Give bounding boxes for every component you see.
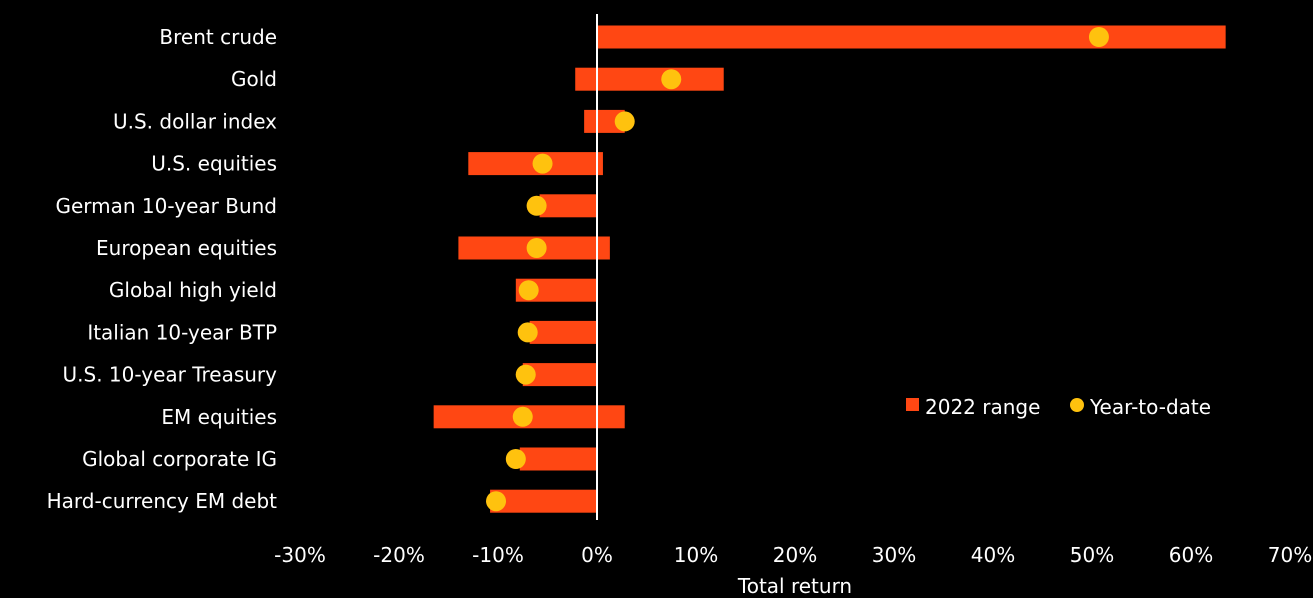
x-tick-label-7: 40% (971, 543, 1015, 567)
category-label-11: Hard-currency EM debt (47, 489, 278, 513)
category-label-5: European equities (96, 236, 277, 260)
ytd-point-9 (512, 406, 533, 427)
ytd-point-2 (614, 111, 635, 132)
range-bar-8 (522, 363, 597, 387)
legend-label-point: Year-to-date (1089, 395, 1211, 419)
category-label-9: EM equities (161, 405, 277, 429)
range-bar-11 (490, 489, 597, 513)
x-tick-label-3: 0% (581, 543, 613, 567)
category-label-1: Gold (231, 67, 277, 91)
x-tick-label-2: -10% (472, 543, 524, 567)
category-labels: Brent crude Gold U.S. dollar index U.S. equ… (47, 25, 278, 513)
x-axis-title: Total return (737, 574, 852, 598)
x-tick-label-4: 10% (674, 543, 718, 567)
range-bar-0 (597, 25, 1226, 49)
ytd-point-6 (518, 280, 539, 301)
range-bar-2 (584, 109, 625, 133)
category-label-8: U.S. 10-year Treasury (63, 363, 278, 387)
x-tick-label-8: 50% (1070, 543, 1114, 567)
ytd-point-3 (532, 153, 553, 174)
ytd-point-1 (661, 69, 682, 90)
x-tick-label-1: -20% (373, 543, 425, 567)
ytd-point-7 (517, 322, 538, 343)
x-tick-labels: -30% -20% -10% 0% 10% 20% 30% 40% 50% 60% 70% (274, 543, 1312, 567)
category-label-4: German 10-year Bund (55, 194, 277, 218)
legend-swatch-point (1070, 398, 1084, 412)
category-label-7: Italian 10-year BTP (87, 320, 277, 344)
ytd-point-0 (1088, 27, 1109, 47)
category-label-10: Global corporate IG (82, 447, 277, 471)
ytd-point-10 (505, 449, 526, 469)
x-tick-label-5: 20% (773, 543, 817, 567)
ytd-point-4 (526, 195, 547, 216)
range-bars (433, 25, 1226, 513)
x-tick-label-0: -30% (274, 543, 326, 567)
legend-label-range: 2022 range (925, 395, 1040, 419)
legend-swatch-range (906, 398, 919, 411)
category-label-3: U.S. equities (151, 152, 277, 176)
x-tick-label-10: 70% (1268, 543, 1312, 567)
ytd-point-5 (526, 238, 547, 258)
ytd-points (486, 27, 1109, 512)
ytd-point-11 (486, 491, 507, 512)
range-bar-4 (539, 194, 597, 218)
x-tick-label-6: 30% (872, 543, 916, 567)
ytd-point-8 (515, 364, 536, 385)
legend: 2022 range Year-to-date (906, 395, 1211, 419)
range-bar-7 (529, 320, 597, 344)
x-tick-label-9: 60% (1169, 543, 1213, 567)
category-label-6: Global high yield (109, 278, 277, 302)
range-bar-10 (519, 447, 597, 471)
category-label-0: Brent crude (159, 25, 277, 49)
category-label-2: U.S. dollar index (113, 109, 277, 133)
range-bar-1 (575, 67, 724, 91)
